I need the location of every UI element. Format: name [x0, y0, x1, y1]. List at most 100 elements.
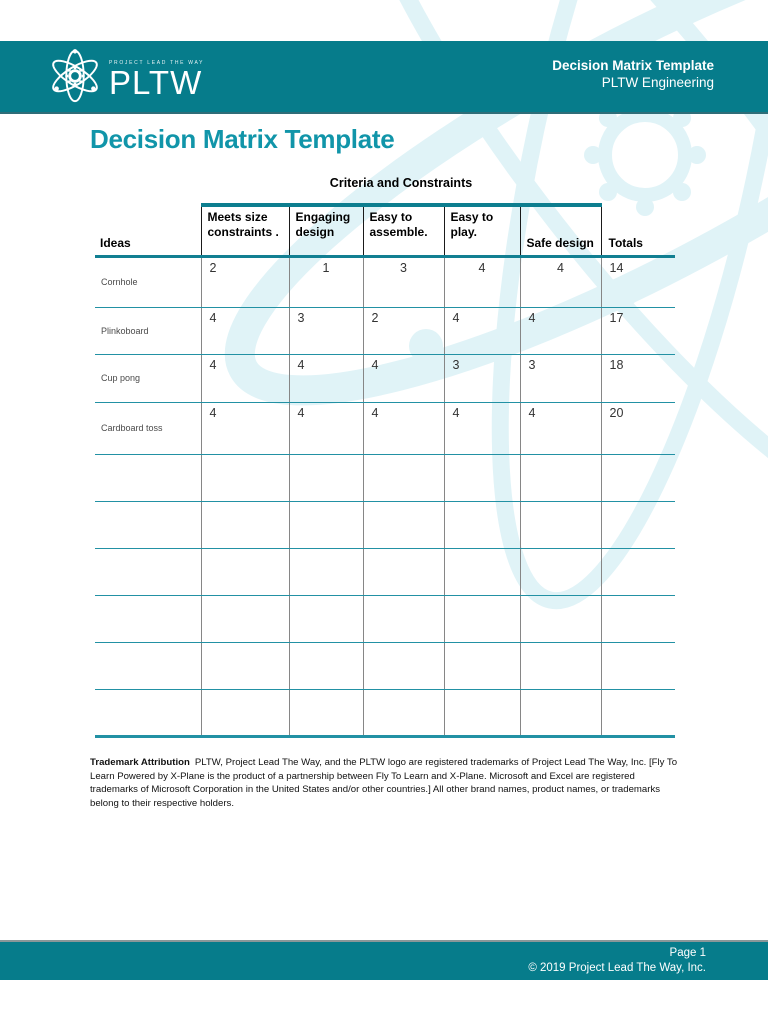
header-bar: PROJECT LEAD THE WAY PLTW Decision Matri… — [0, 41, 768, 114]
table-header-row: Ideas Meets size constraints . Engaging de… — [95, 203, 675, 258]
page-title: Decision Matrix Template — [90, 124, 395, 154]
total-cell-empty — [600, 642, 675, 690]
table-row-empty — [95, 501, 675, 549]
score-cell: 3 — [288, 307, 363, 355]
score-cell: 4 — [519, 402, 601, 455]
totals-column-header: Totals — [600, 205, 675, 258]
score-cell: 4 — [443, 307, 520, 355]
total-cell-empty — [600, 548, 675, 596]
score-cell-empty — [288, 548, 363, 596]
total-cell: 18 — [600, 354, 675, 403]
idea-label-empty — [95, 454, 201, 502]
header-program: PLTW Engineering — [601, 75, 714, 90]
score-cell: 4 — [200, 354, 289, 403]
score-cell-empty — [288, 689, 363, 738]
score-cell: 2 — [362, 307, 444, 355]
footer-bar: Page 1 © 2019 Project Lead The Way, Inc. — [0, 940, 768, 980]
score-cell-empty — [362, 689, 444, 738]
header-doc-title: Decision Matrix Template — [552, 58, 714, 73]
idea-label: Cup pong — [95, 354, 201, 403]
score-cell-empty — [519, 501, 601, 549]
score-cell-empty — [288, 595, 363, 643]
score-cell-empty — [200, 642, 289, 690]
total-cell-empty — [600, 689, 675, 738]
score-cell-empty — [519, 548, 601, 596]
score-cell-empty — [362, 454, 444, 502]
score-cell-empty — [200, 501, 289, 549]
table-row: Plinkoboard 4 3 2 4 4 17 — [95, 307, 675, 355]
score-cell-empty — [362, 595, 444, 643]
pltw-logo: PROJECT LEAD THE WAY PLTW — [46, 47, 204, 105]
score-cell-empty — [443, 548, 520, 596]
score-cell: 4 — [362, 354, 444, 403]
total-cell-empty — [600, 501, 675, 549]
score-cell-empty — [288, 501, 363, 549]
idea-label: Cardboard toss — [95, 402, 201, 455]
score-cell: 4 — [362, 402, 444, 455]
score-cell-empty — [362, 501, 444, 549]
score-cell-empty — [519, 454, 601, 502]
copyright: © 2019 Project Lead The Way, Inc. — [528, 962, 706, 974]
score-cell-empty — [200, 689, 289, 738]
total-cell-empty — [600, 595, 675, 643]
score-cell-empty — [200, 595, 289, 643]
score-cell: 4 — [288, 354, 363, 403]
score-cell-empty — [443, 642, 520, 690]
table-row: Cornhole 2 1 3 4 4 14 — [95, 256, 675, 308]
table-row: Cup pong 4 4 4 3 3 18 — [95, 354, 675, 403]
logo-brand: PLTW — [109, 64, 203, 101]
score-cell: 4 — [288, 402, 363, 455]
criteria-column-header: Engaging design — [288, 203, 363, 258]
criteria-column-header: Easy to assemble. — [362, 203, 444, 258]
score-cell: 4 — [200, 402, 289, 455]
score-cell-empty — [200, 548, 289, 596]
table-row-empty — [95, 454, 675, 502]
idea-label-empty — [95, 642, 201, 690]
score-cell: 1 — [288, 256, 363, 308]
table-row-empty — [95, 689, 675, 738]
score-cell: 4 — [443, 256, 520, 308]
idea-label: Cornhole — [95, 256, 201, 308]
logo-tagline: PROJECT LEAD THE WAY — [109, 60, 205, 66]
idea-label: Plinkoboard — [95, 307, 201, 355]
idea-label-empty — [95, 689, 201, 738]
table-caption: Criteria and Constraints — [329, 176, 473, 190]
score-cell: 4 — [200, 307, 289, 355]
criteria-column-header: Meets size constraints . — [200, 203, 289, 258]
header-text-block: Decision Matrix Template PLTW Engineerin… — [552, 57, 714, 91]
total-cell: 17 — [600, 307, 675, 355]
score-cell-empty — [443, 595, 520, 643]
score-cell: 4 — [519, 256, 601, 308]
table-row-empty — [95, 595, 675, 643]
score-cell-empty — [288, 642, 363, 690]
score-cell-empty — [443, 454, 520, 502]
score-cell: 3 — [519, 354, 601, 403]
trademark-attribution: Trademark Attribution PLTW, Project Lead … — [90, 756, 682, 811]
total-cell: 14 — [600, 256, 675, 308]
score-cell-empty — [519, 595, 601, 643]
table-row-empty — [95, 642, 675, 690]
score-cell-empty — [288, 454, 363, 502]
score-cell: 3 — [443, 354, 520, 403]
criteria-column-header: Easy to play. — [443, 203, 520, 258]
decision-matrix-table: Ideas Meets size constraints . Engaging de… — [95, 203, 675, 738]
trademark-text: PLTW, Project Lead The Way, and the PLTW… — [90, 757, 678, 810]
ideas-column-header: Ideas — [95, 205, 201, 258]
score-cell: 2 — [200, 256, 289, 308]
total-cell-empty — [600, 454, 675, 502]
score-cell-empty — [443, 501, 520, 549]
score-cell: 3 — [362, 256, 444, 308]
idea-label-empty — [95, 595, 201, 643]
score-cell-empty — [362, 548, 444, 596]
score-cell-empty — [443, 689, 520, 738]
idea-label-empty — [95, 548, 201, 596]
score-cell-empty — [519, 689, 601, 738]
atom-icon — [52, 49, 98, 103]
table-row-empty — [95, 548, 675, 596]
criteria-column-header: Safe design — [519, 203, 601, 258]
score-cell: 4 — [519, 307, 601, 355]
table-row: Cardboard toss 4 4 4 4 4 20 — [95, 402, 675, 455]
score-cell-empty — [200, 454, 289, 502]
score-cell-empty — [519, 642, 601, 690]
